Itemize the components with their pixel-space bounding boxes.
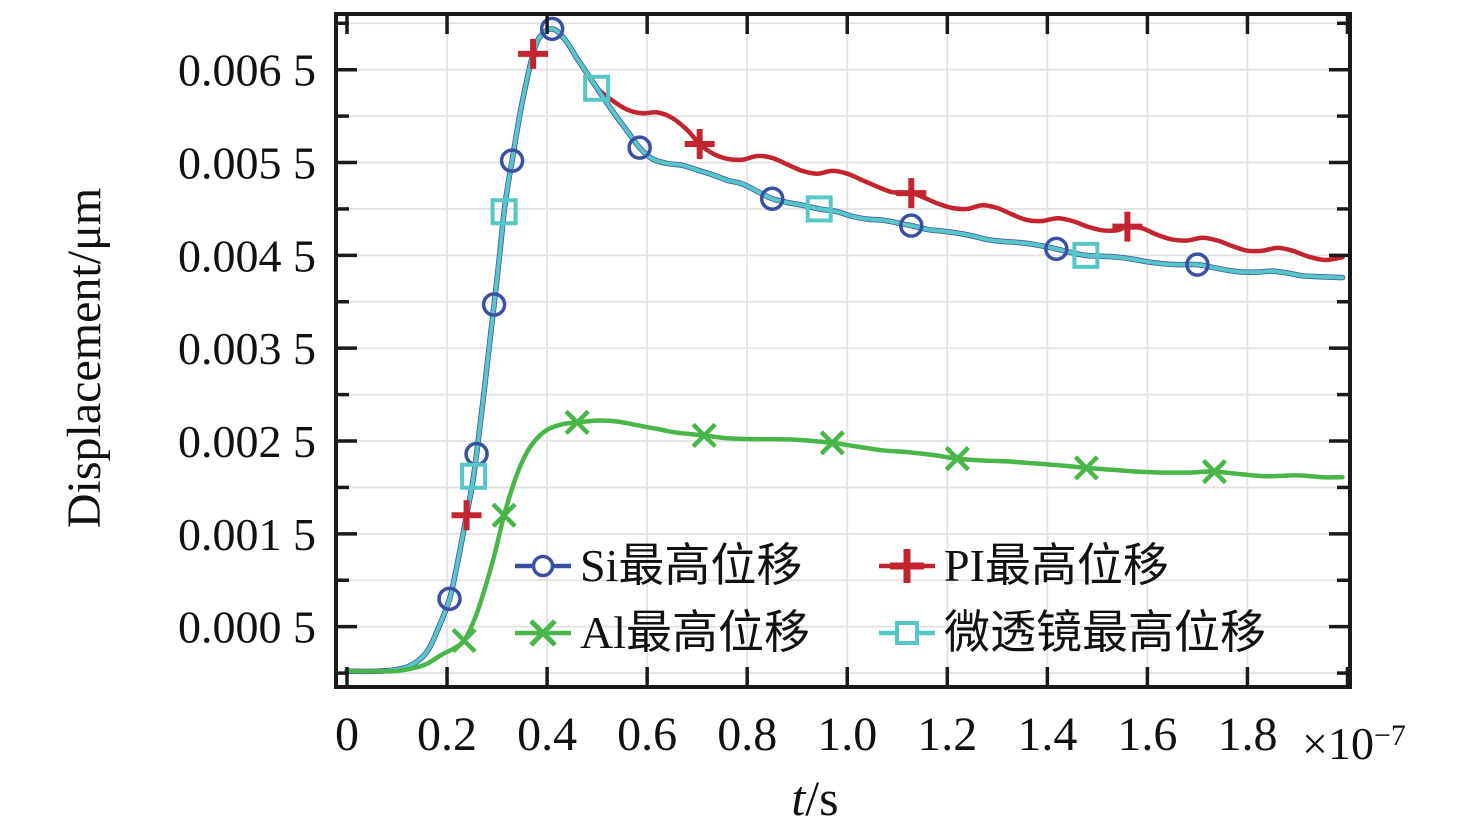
legend-label-al: Al最高位移: [580, 607, 810, 658]
x-axis-unit: /s: [805, 770, 839, 826]
x-tick-label: 0.4: [517, 708, 577, 761]
lens-line-square-icon: [876, 605, 938, 661]
marker-x: [451, 627, 477, 654]
x-axis-offset-exponent: −7: [1373, 719, 1406, 752]
marker-circle: [899, 213, 924, 238]
marker-plus: [1112, 211, 1143, 242]
series-line-si: [344, 26, 1346, 675]
y-axis-title: Displacement/μm: [58, 187, 111, 529]
legend-label-si: Si最高位移: [580, 540, 803, 591]
x-axis-title: t/s: [745, 770, 885, 830]
y-tick-label: 0.000 5: [178, 602, 316, 653]
marker-plus: [896, 178, 927, 209]
x-tick-label: 0.2: [417, 708, 477, 761]
marker-square: [490, 198, 518, 226]
marker-circle: [1185, 252, 1210, 277]
y-tick-label: 0.006 5: [178, 45, 316, 96]
x-tick-label: 1.6: [1117, 708, 1177, 761]
marker-x: [1073, 455, 1099, 481]
x-tick-label: 1.4: [1017, 708, 1077, 761]
plot-border: [334, 12, 1352, 689]
si-line-circle-icon: [512, 538, 574, 594]
marker-square: [583, 74, 611, 102]
marker-plus: [518, 38, 549, 69]
marker-x: [691, 422, 717, 449]
marker-circle: [481, 292, 507, 317]
pi-line-plus-icon: [876, 538, 938, 594]
y-tick-label: 0.002 5: [178, 416, 316, 467]
legend-label-pi: PI最高位移: [944, 540, 1169, 591]
x-tick-label: 0: [335, 708, 359, 761]
series-line-lens: [345, 26, 1345, 674]
x-axis-variable: t: [791, 770, 806, 826]
x-tick-label: 0.6: [617, 708, 677, 761]
marker-x: [1201, 459, 1228, 485]
series-line-al: [344, 418, 1345, 674]
x-tick-label: 1.8: [1217, 708, 1277, 761]
legend-item-pi: PI最高位移: [876, 537, 1169, 595]
x-tick-label: 0.8: [717, 708, 777, 761]
marker-x: [944, 446, 970, 472]
marker-circle: [539, 16, 565, 42]
marker-x: [819, 430, 845, 456]
y-tick-label: 0.001 5: [178, 509, 316, 560]
marker-circle: [1044, 236, 1069, 262]
x-tick-label: 1.0: [817, 708, 877, 761]
legend-item-lens: 微透镜最高位移: [876, 604, 1266, 662]
marker-circle: [627, 135, 652, 160]
marker-square: [805, 195, 833, 223]
marker-square: [460, 462, 488, 490]
marker-circle: [437, 586, 462, 612]
marker-x: [564, 409, 590, 436]
marker-circle: [759, 186, 785, 211]
series-line-pi: [344, 26, 1345, 674]
x-axis-offset-label: ×10−7: [1302, 718, 1406, 769]
marker-x: [491, 502, 517, 528]
marker-circle: [499, 148, 525, 173]
legend-item-al: Al最高位移: [512, 604, 810, 662]
y-tick-label: 0.003 5: [178, 323, 316, 374]
x-tick-label: 1.2: [917, 708, 977, 761]
marker-square: [1072, 241, 1100, 269]
marker-plus: [684, 128, 715, 159]
y-tick-label: 0.004 5: [178, 230, 316, 281]
al-line-x-icon: [512, 605, 574, 661]
legend-item-si: Si最高位移: [512, 537, 802, 595]
legend-label-lens: 微透镜最高位移: [944, 607, 1266, 658]
marker-plus: [451, 500, 482, 531]
y-tick-label: 0.005 5: [178, 138, 316, 189]
